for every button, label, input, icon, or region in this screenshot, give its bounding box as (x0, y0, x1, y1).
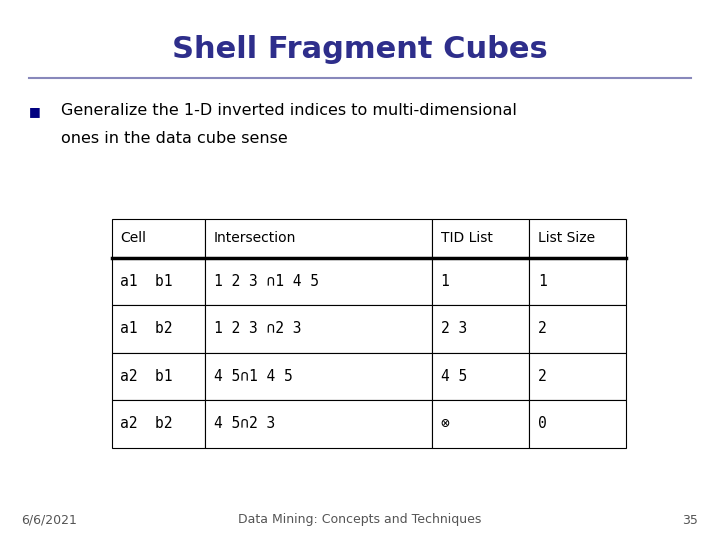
Bar (205, 400, 432, 448)
Text: Shell Fragment Cubes: Shell Fragment Cubes (172, 35, 548, 64)
Text: a1  b1: a1 b1 (120, 274, 173, 289)
Bar (112, 353, 205, 400)
Bar (112, 400, 205, 448)
Text: 2 3: 2 3 (441, 321, 467, 336)
Text: 1: 1 (538, 274, 546, 289)
Bar (432, 258, 529, 305)
Bar (529, 353, 626, 400)
Text: a2  b1: a2 b1 (120, 369, 173, 384)
Text: a2  b2: a2 b2 (120, 416, 173, 431)
Bar (205, 258, 432, 305)
Bar (529, 305, 626, 353)
Bar (432, 305, 529, 353)
Text: 35: 35 (683, 514, 698, 526)
Text: List Size: List Size (538, 231, 595, 245)
Text: ones in the data cube sense: ones in the data cube sense (61, 131, 288, 146)
Text: Cell: Cell (120, 231, 146, 245)
Text: Generalize the 1-D inverted indices to multi-dimensional: Generalize the 1-D inverted indices to m… (61, 103, 517, 118)
Text: ■: ■ (29, 105, 40, 118)
Text: TID List: TID List (441, 231, 492, 245)
Bar (432, 219, 529, 258)
Bar (112, 219, 205, 258)
Text: 4 5: 4 5 (441, 369, 467, 384)
Bar (432, 400, 529, 448)
Text: Intersection: Intersection (214, 231, 296, 245)
Text: 0: 0 (538, 416, 546, 431)
Text: a1  b2: a1 b2 (120, 321, 173, 336)
Text: 6/6/2021: 6/6/2021 (22, 514, 78, 526)
Text: 1 2 3 ∩1 4 5: 1 2 3 ∩1 4 5 (214, 274, 319, 289)
Bar (112, 258, 205, 305)
Bar (529, 258, 626, 305)
Bar (432, 353, 529, 400)
Bar (205, 353, 432, 400)
Text: 4 5∩1 4 5: 4 5∩1 4 5 (214, 369, 292, 384)
Bar (112, 305, 205, 353)
Text: 4 5∩2 3: 4 5∩2 3 (214, 416, 275, 431)
Text: 2: 2 (538, 321, 546, 336)
Text: 1 2 3 ∩2 3: 1 2 3 ∩2 3 (214, 321, 302, 336)
Bar (529, 400, 626, 448)
Text: 1: 1 (441, 274, 449, 289)
Bar (205, 219, 432, 258)
Bar (205, 305, 432, 353)
Text: 2: 2 (538, 369, 546, 384)
Bar (529, 219, 626, 258)
Text: Data Mining: Concepts and Techniques: Data Mining: Concepts and Techniques (238, 514, 482, 526)
Text: ⊗: ⊗ (441, 416, 449, 431)
